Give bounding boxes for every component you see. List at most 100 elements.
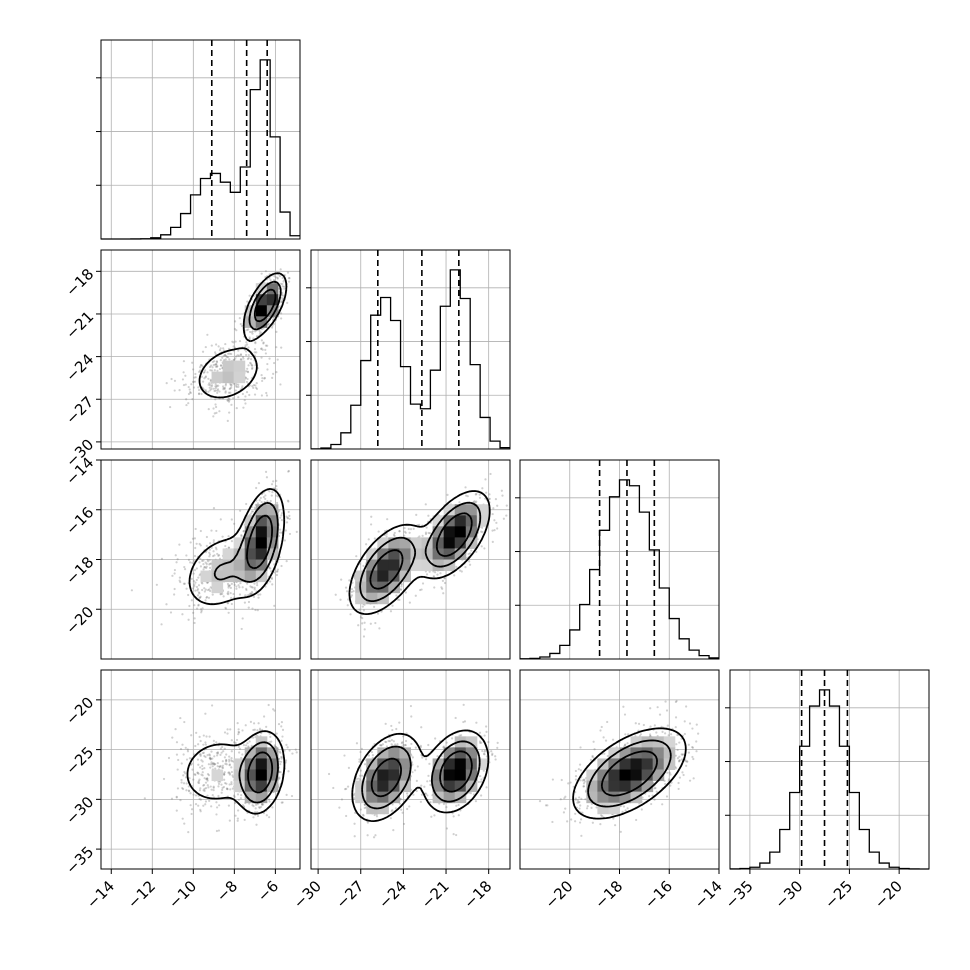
density-cell bbox=[266, 515, 279, 527]
scatter-point bbox=[271, 806, 274, 809]
scatter-point bbox=[220, 751, 223, 754]
scatter-point bbox=[415, 789, 418, 793]
scatter-point bbox=[255, 351, 258, 354]
scatter-point bbox=[205, 735, 208, 738]
scatter-point bbox=[408, 805, 411, 808]
scatter-point bbox=[186, 748, 189, 751]
scatter-point bbox=[358, 774, 362, 777]
scatter-point bbox=[269, 567, 272, 570]
scatter-point bbox=[192, 579, 196, 583]
scatter-point bbox=[245, 341, 248, 344]
density-cell bbox=[255, 294, 268, 306]
scatter-point bbox=[214, 403, 217, 406]
scatter-point bbox=[192, 778, 195, 781]
scatter-point bbox=[226, 788, 229, 791]
scatter-point bbox=[359, 808, 362, 811]
scatter-point bbox=[228, 584, 231, 587]
contour-line bbox=[188, 488, 286, 606]
scatter-point bbox=[371, 754, 374, 757]
scatter-point bbox=[215, 548, 218, 551]
scatter-point bbox=[216, 364, 219, 368]
scatter-point bbox=[281, 291, 284, 295]
scatter-point bbox=[219, 359, 222, 362]
scatter-point bbox=[361, 813, 365, 816]
scatter-point bbox=[403, 527, 406, 530]
density-cell bbox=[233, 360, 246, 373]
scatter-point bbox=[236, 660, 238, 662]
contour-line bbox=[351, 729, 490, 822]
scatter-point bbox=[218, 557, 222, 560]
scatter-point bbox=[268, 741, 271, 744]
scatter-point bbox=[173, 587, 176, 591]
scatter-point bbox=[194, 372, 197, 376]
scatter-point bbox=[201, 582, 204, 585]
scatter-point bbox=[246, 343, 249, 346]
scatter-point bbox=[254, 384, 257, 387]
scatter-point bbox=[252, 383, 256, 387]
density-cell bbox=[266, 780, 279, 793]
scatter-point bbox=[188, 777, 191, 780]
scatter-point bbox=[280, 301, 283, 304]
scatter-point bbox=[250, 744, 253, 747]
scatter-point bbox=[196, 607, 199, 610]
scatter-point bbox=[185, 587, 188, 590]
scatter-point bbox=[411, 756, 414, 759]
scatter-point bbox=[203, 787, 206, 790]
scatter-point bbox=[248, 330, 252, 334]
scatter-point bbox=[362, 609, 366, 612]
scatter-point bbox=[199, 798, 202, 801]
scatter-point bbox=[258, 332, 262, 335]
scatter-point bbox=[276, 570, 279, 573]
scatter-point bbox=[403, 530, 406, 533]
density-cell bbox=[211, 570, 224, 583]
y-tick-label: −35 bbox=[62, 843, 97, 878]
scatter-point bbox=[413, 769, 417, 772]
scatter-point bbox=[210, 761, 213, 764]
scatter-point bbox=[409, 704, 413, 708]
scatter-point bbox=[219, 747, 223, 750]
density-cell bbox=[388, 559, 400, 572]
scatter-point bbox=[247, 346, 250, 349]
contour-line bbox=[186, 730, 286, 815]
scatter-point bbox=[208, 563, 211, 566]
scatter-point bbox=[206, 778, 209, 781]
scatter-point bbox=[237, 730, 240, 734]
scatter-point bbox=[206, 777, 209, 780]
scatter-point bbox=[210, 529, 213, 532]
scatter-point bbox=[272, 278, 276, 282]
density-cell bbox=[443, 504, 456, 516]
scatter-point bbox=[415, 513, 418, 516]
scatter-point bbox=[400, 742, 404, 745]
scatter-point bbox=[175, 753, 179, 756]
scatter-point bbox=[251, 510, 255, 513]
density-cell bbox=[421, 548, 434, 560]
scatter-point bbox=[233, 795, 236, 798]
scatter-point bbox=[191, 768, 194, 771]
scatter-point bbox=[176, 768, 179, 771]
scatter-point bbox=[219, 593, 222, 596]
scatter-point bbox=[280, 725, 283, 728]
scatter-point bbox=[403, 534, 406, 537]
density-panel-3-2 bbox=[519, 669, 720, 870]
scatter-point bbox=[209, 378, 212, 381]
scatter-point bbox=[175, 795, 178, 798]
scatter-point bbox=[238, 339, 242, 343]
scatter-point bbox=[232, 794, 236, 797]
density-cell bbox=[366, 769, 378, 782]
scatter-point bbox=[214, 767, 217, 770]
scatter-point bbox=[367, 754, 371, 757]
scatter-point bbox=[196, 771, 199, 775]
scatter-point bbox=[261, 379, 264, 383]
scatter-point bbox=[203, 370, 206, 374]
scatter-point bbox=[280, 317, 283, 320]
scatter-point bbox=[421, 756, 424, 759]
scatter-point bbox=[252, 816, 255, 819]
scatter-point bbox=[255, 823, 258, 826]
scatter-point bbox=[203, 566, 206, 569]
scatter-point bbox=[197, 591, 201, 594]
scatter-point bbox=[241, 586, 244, 589]
scatter-point bbox=[216, 751, 220, 754]
scatter-point bbox=[227, 396, 230, 400]
density-cell bbox=[399, 559, 411, 572]
scatter-point bbox=[130, 589, 133, 592]
